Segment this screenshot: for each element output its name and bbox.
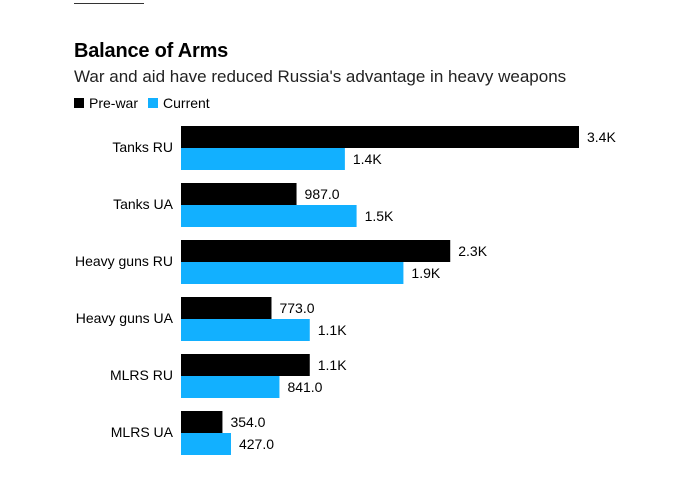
value-label-current-tanks-ru: 1.4K bbox=[353, 151, 382, 167]
bar-prewar-heavy-guns-ru bbox=[181, 240, 451, 262]
legend-item-prewar: Pre-war bbox=[74, 95, 138, 111]
value-label-current-heavy-guns-ru: 1.9K bbox=[411, 265, 440, 281]
category-label-heavy-guns-ru: Heavy guns RU bbox=[75, 253, 173, 269]
value-label-prewar-heavy-guns-ua: 773.0 bbox=[279, 300, 314, 316]
bar-prewar-tanks-ru bbox=[181, 126, 579, 148]
legend-label-current: Current bbox=[163, 95, 210, 111]
category-label-heavy-guns-ua: Heavy guns UA bbox=[76, 310, 174, 326]
bar-current-tanks-ru bbox=[181, 148, 345, 170]
bar-current-tanks-ua bbox=[181, 205, 357, 227]
bar-prewar-heavy-guns-ua bbox=[181, 297, 272, 319]
value-label-prewar-tanks-ua: 987.0 bbox=[305, 186, 340, 202]
value-label-current-mlrs-ua: 427.0 bbox=[239, 436, 274, 452]
bar-prewar-mlrs-ua bbox=[181, 411, 223, 433]
bar-current-mlrs-ua bbox=[181, 433, 231, 455]
value-label-current-tanks-ua: 1.5K bbox=[365, 208, 394, 224]
category-label-tanks-ru: Tanks RU bbox=[112, 139, 173, 155]
legend-swatch-current bbox=[148, 98, 159, 108]
value-label-prewar-heavy-guns-ru: 2.3K bbox=[458, 243, 487, 259]
bar-prewar-tanks-ua bbox=[181, 183, 297, 205]
bar-current-heavy-guns-ua bbox=[181, 319, 310, 341]
bar-current-heavy-guns-ru bbox=[181, 262, 404, 284]
legend-label-prewar: Pre-war bbox=[89, 95, 139, 111]
bar-prewar-mlrs-ru bbox=[181, 354, 310, 376]
legend-item-current: Current bbox=[148, 95, 210, 111]
legend-swatch-prewar bbox=[74, 98, 84, 108]
category-label-mlrs-ru: MLRS RU bbox=[110, 367, 173, 383]
chart-subtitle: War and aid have reduced Russia's advant… bbox=[74, 67, 567, 86]
top-rule bbox=[74, 0, 144, 4]
value-label-prewar-tanks-ru: 3.4K bbox=[587, 129, 616, 145]
category-label-tanks-ua: Tanks UA bbox=[113, 196, 174, 212]
chart-title: Balance of Arms bbox=[74, 40, 229, 62]
value-label-prewar-mlrs-ua: 354.0 bbox=[230, 414, 265, 430]
value-label-prewar-mlrs-ru: 1.1K bbox=[318, 357, 347, 373]
category-label-mlrs-ua: MLRS UA bbox=[111, 424, 174, 440]
value-label-current-heavy-guns-ua: 1.1K bbox=[318, 322, 347, 338]
legend: Pre-war Current bbox=[74, 95, 220, 111]
value-label-current-mlrs-ru: 841.0 bbox=[287, 379, 322, 395]
bar-current-mlrs-ru bbox=[181, 376, 280, 398]
